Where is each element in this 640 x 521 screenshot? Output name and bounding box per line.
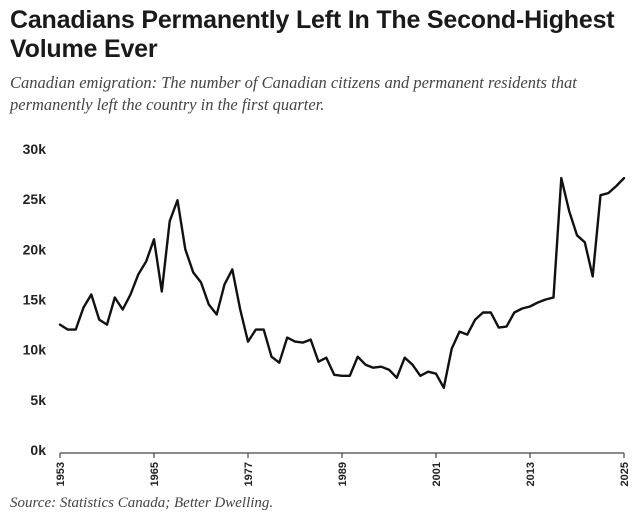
x-tick-label: 1953: [55, 462, 67, 486]
y-tick-label: 5k: [30, 392, 46, 408]
y-tick-label: 25k: [23, 191, 47, 207]
y-axis: 30k 25k 20k 15k 10k 5k 0k: [23, 141, 47, 458]
series-line-emigration: [58, 176, 626, 389]
y-tick-label: 10k: [23, 342, 47, 358]
y-tick-label: 0k: [30, 442, 46, 458]
plot-area: [58, 176, 626, 389]
x-tick-label: 2025: [619, 462, 631, 486]
x-tick-label: 2001: [431, 462, 443, 486]
y-tick-label: 15k: [23, 292, 47, 308]
x-tick-label: 1977: [243, 462, 255, 486]
x-tick-label: 1965: [149, 462, 161, 486]
y-tick-label: 20k: [23, 241, 47, 257]
x-tick-label: 1989: [337, 462, 349, 486]
y-tick-label: 30k: [23, 141, 47, 157]
chart-subtitle: Canadian emigration: The number of Canad…: [10, 73, 577, 114]
chart-title: Canadians Permanently Left In The Second…: [10, 6, 615, 63]
x-tick-label: 2013: [525, 462, 537, 486]
source-note: Source: Statistics Canada; Better Dwelli…: [10, 495, 274, 511]
x-axis: 1953 1965 1977 1989 2001 2013 2025: [55, 452, 631, 486]
